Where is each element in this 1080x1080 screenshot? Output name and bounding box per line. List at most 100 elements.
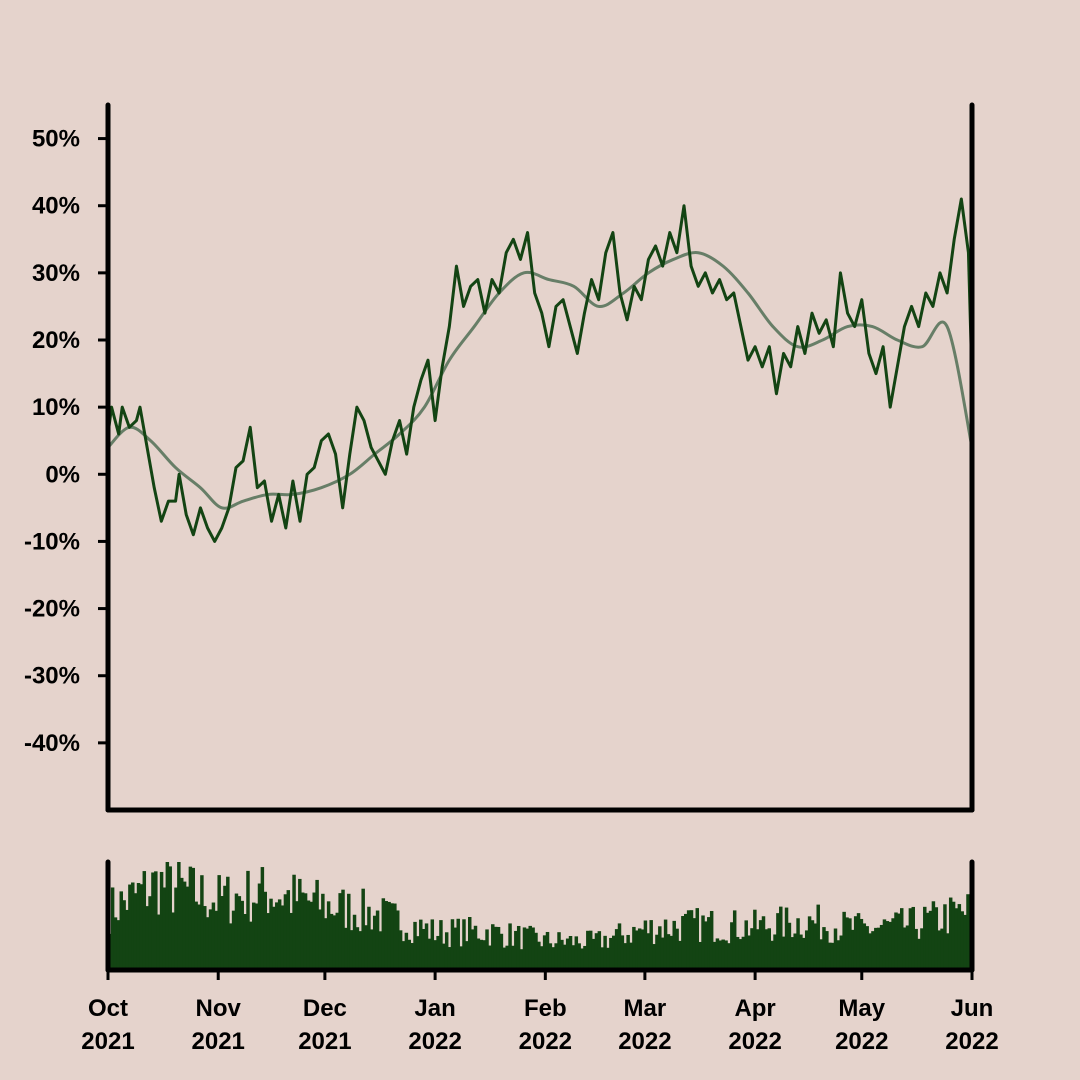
x-tick-label-year: 2021: [81, 1028, 134, 1055]
volume-bar: [148, 896, 152, 970]
volume-bar: [355, 927, 360, 970]
volume-bar: [767, 928, 771, 970]
volume-bar: [324, 918, 328, 970]
volume-bar: [894, 912, 898, 970]
volume-bar: [591, 938, 596, 970]
volume-bar: [352, 914, 357, 970]
volume-bar: [882, 919, 887, 970]
volume-bar: [902, 927, 907, 970]
volume-bar: [684, 913, 688, 970]
volume-bar: [381, 898, 386, 970]
volume-bar: [744, 920, 748, 970]
volume-bar: [548, 943, 553, 970]
volume-bar: [914, 928, 918, 970]
axes: [105, 102, 975, 973]
volume-bar: [612, 935, 616, 970]
volume-bar: [332, 915, 337, 970]
x-tick-label-year: 2021: [298, 1028, 351, 1055]
volume-bars: [108, 862, 973, 970]
volume-bar: [309, 901, 314, 970]
volume-bar: [761, 916, 766, 970]
volume-bar: [632, 926, 636, 970]
volume-bar: [900, 908, 904, 970]
x-tick-label-month: Jun: [951, 995, 994, 1022]
volume-bar: [897, 913, 901, 970]
volume-bar: [263, 891, 267, 970]
volume-bar: [303, 893, 308, 970]
y-tick-label: 20%: [32, 327, 80, 354]
volume-bar: [672, 920, 676, 970]
volume-bar: [122, 900, 126, 970]
volume-bar: [876, 927, 881, 970]
volume-bar: [868, 933, 872, 970]
volume-bar: [551, 947, 555, 970]
volume-bar: [136, 883, 141, 970]
volume-bar: [658, 926, 662, 970]
volume-bar: [799, 934, 803, 970]
volume-bar: [620, 935, 625, 970]
volume-bar: [485, 929, 489, 970]
price-line: [106, 197, 974, 543]
volume-bar: [845, 917, 849, 970]
volume-bar: [447, 947, 452, 970]
volume-bar: [917, 938, 921, 970]
volume-bar: [223, 885, 227, 970]
price-lines: [106, 197, 974, 543]
volume-bar: [410, 943, 414, 970]
volume-bar: [372, 915, 377, 970]
volume-bar: [640, 929, 645, 970]
volume-bar: [280, 905, 285, 970]
volume-bar: [796, 918, 800, 970]
volume-bar: [370, 929, 374, 970]
volume-bar: [375, 910, 380, 970]
volume-bar: [226, 876, 230, 970]
volume-bar: [329, 913, 334, 970]
volume-bar: [934, 907, 939, 970]
volume-bar: [456, 918, 460, 970]
volume-bar: [220, 896, 224, 970]
volume-bar: [185, 886, 190, 970]
volume-bar: [931, 901, 936, 970]
volume-bar: [237, 896, 242, 970]
volume-bar: [807, 916, 812, 970]
x-tick-label-year: 2022: [519, 1028, 572, 1055]
volume-bar: [707, 917, 711, 970]
x-tick-label-year: 2022: [408, 1028, 461, 1055]
volume-bar: [442, 943, 446, 970]
volume-bar: [260, 867, 265, 970]
volume-bar: [194, 901, 198, 970]
volume-bar: [948, 897, 953, 970]
volume-bar: [879, 924, 884, 970]
volume-bar: [637, 928, 642, 970]
volume-bar: [689, 910, 694, 970]
volume-bar: [681, 916, 685, 970]
volume-bar: [165, 862, 170, 970]
volume-bar: [171, 912, 175, 970]
volume-bar: [660, 937, 665, 970]
volume-bar: [205, 917, 210, 970]
volume-bar: [954, 908, 959, 970]
volume-bar: [908, 908, 913, 970]
volume-bar: [928, 910, 933, 970]
volume-bar: [695, 908, 699, 970]
volume-bar: [528, 925, 532, 970]
volume-bar: [747, 935, 751, 970]
volume-bar: [393, 903, 397, 970]
x-tick-label-month: May: [838, 995, 885, 1022]
volume-bar: [349, 930, 354, 970]
volume-bar: [580, 948, 584, 970]
volume-bar: [427, 938, 432, 970]
volume-bar: [833, 928, 838, 970]
volume-bar: [514, 930, 518, 970]
volume-bar: [960, 911, 964, 970]
volume-bar: [168, 866, 172, 970]
volume-bar: [675, 928, 679, 970]
volume-bar: [511, 945, 515, 970]
volume-bar: [741, 936, 746, 970]
volume-bar: [686, 910, 691, 970]
x-tick-label-month: Dec: [303, 995, 347, 1022]
volume-bar: [453, 927, 458, 970]
volume-bar: [597, 931, 602, 970]
volume-bar: [430, 919, 435, 970]
